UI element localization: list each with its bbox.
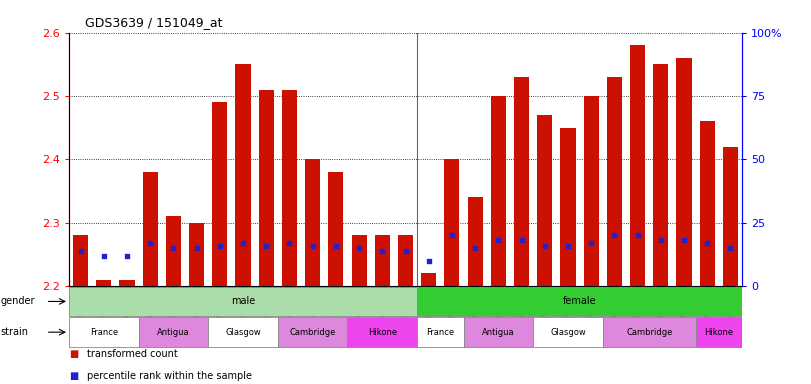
Point	[399, 248, 412, 254]
Bar	[700, 121, 714, 286]
Point	[677, 237, 690, 243]
Text: Antigua: Antigua	[157, 328, 190, 337]
Bar	[537, 115, 552, 286]
Bar	[417, 287, 742, 316]
Bar	[464, 318, 533, 347]
Bar	[491, 96, 506, 286]
Bar	[119, 280, 135, 286]
Text: ■: ■	[69, 371, 78, 381]
Bar	[444, 159, 460, 286]
Point	[423, 258, 436, 264]
Bar	[208, 318, 278, 347]
Bar	[398, 235, 413, 286]
Bar	[723, 147, 738, 286]
Text: strain: strain	[1, 327, 29, 337]
Point	[283, 240, 296, 246]
Text: Antigua: Antigua	[482, 328, 515, 337]
Point	[213, 242, 226, 248]
Point	[121, 253, 134, 259]
Bar	[696, 318, 742, 347]
Text: France: France	[90, 328, 118, 337]
Point	[353, 245, 366, 251]
Text: female: female	[563, 296, 596, 306]
Text: Glasgow: Glasgow	[550, 328, 586, 337]
Point	[724, 245, 737, 251]
Bar	[417, 318, 464, 347]
Bar	[189, 223, 204, 286]
Bar	[676, 58, 692, 286]
Bar	[603, 318, 696, 347]
Bar	[560, 128, 576, 286]
Text: Cambridge: Cambridge	[626, 328, 672, 337]
Bar	[630, 45, 646, 286]
Bar	[421, 273, 436, 286]
Text: Cambridge: Cambridge	[290, 328, 336, 337]
Point	[445, 232, 458, 238]
Point	[260, 242, 272, 248]
Point	[190, 245, 203, 251]
Point	[97, 253, 110, 259]
Point	[654, 237, 667, 243]
Bar	[607, 77, 622, 286]
Text: Glasgow: Glasgow	[225, 328, 261, 337]
Text: transformed count: transformed count	[87, 349, 178, 359]
Text: percentile rank within the sample: percentile rank within the sample	[87, 371, 251, 381]
Text: Hikone: Hikone	[367, 328, 397, 337]
Bar	[139, 318, 208, 347]
Bar	[654, 65, 668, 286]
Bar	[375, 235, 390, 286]
Point	[74, 248, 87, 254]
Point	[701, 240, 714, 246]
Bar	[73, 235, 88, 286]
Bar	[328, 172, 343, 286]
Bar	[143, 172, 157, 286]
Point	[631, 232, 644, 238]
Text: gender: gender	[1, 296, 36, 306]
Point	[561, 242, 574, 248]
Point	[375, 248, 388, 254]
Text: ■: ■	[69, 349, 78, 359]
Bar	[259, 90, 274, 286]
Point	[469, 245, 482, 251]
Bar	[282, 90, 297, 286]
Text: France: France	[427, 328, 454, 337]
Bar	[533, 318, 603, 347]
Point	[329, 242, 342, 248]
Text: GDS3639 / 151049_at: GDS3639 / 151049_at	[85, 16, 223, 29]
Text: Hikone: Hikone	[704, 328, 733, 337]
Point	[491, 237, 504, 243]
Bar	[235, 65, 251, 286]
Point	[515, 237, 528, 243]
Bar	[584, 96, 599, 286]
Point	[237, 240, 250, 246]
Point	[585, 240, 598, 246]
Point	[608, 232, 621, 238]
Bar	[69, 287, 417, 316]
Bar	[347, 318, 417, 347]
Bar	[165, 217, 181, 286]
Bar	[351, 235, 367, 286]
Bar	[69, 318, 139, 347]
Bar	[97, 280, 111, 286]
Bar	[305, 159, 320, 286]
Point	[144, 240, 157, 246]
Bar	[468, 197, 483, 286]
Point	[167, 245, 180, 251]
Bar	[278, 318, 347, 347]
Bar	[514, 77, 529, 286]
Point	[307, 242, 320, 248]
Bar	[212, 103, 227, 286]
Point	[539, 242, 551, 248]
Text: male: male	[231, 296, 255, 306]
